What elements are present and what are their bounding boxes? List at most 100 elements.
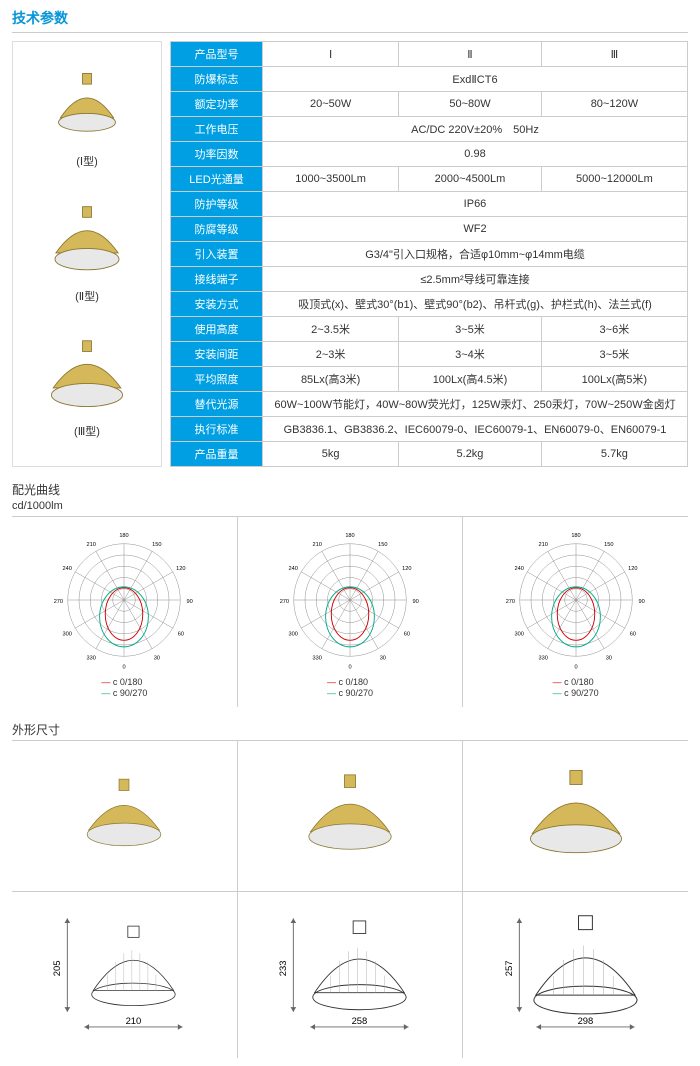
svg-text:60: 60 <box>629 632 635 638</box>
dim-width-label: 258 <box>352 1016 368 1027</box>
spec-row-label: 防腐等级 <box>171 217 263 242</box>
spec-cell: ExdⅡCT6 <box>263 67 688 92</box>
polar-chart: 1801501209060300330300270240210 <box>501 525 651 675</box>
dimension-drawing: 258233 <box>265 900 435 1050</box>
svg-text:180: 180 <box>571 533 580 539</box>
spec-row-label: 引入装置 <box>171 242 263 267</box>
dim-width-label: 298 <box>577 1016 593 1027</box>
polar-legend: — c 0/180— c 90/270 <box>327 677 373 699</box>
svg-text:60: 60 <box>404 632 410 638</box>
spec-cell: 80~120W <box>541 92 687 117</box>
shape-row <box>12 740 688 891</box>
svg-text:90: 90 <box>638 599 644 605</box>
spec-header-col: Ⅰ <box>263 42 399 67</box>
spec-header-col: Ⅱ <box>399 42 542 67</box>
svg-text:300: 300 <box>63 632 72 638</box>
polar-legend: — c 0/180— c 90/270 <box>553 677 599 699</box>
svg-text:120: 120 <box>176 566 185 572</box>
svg-text:300: 300 <box>288 632 297 638</box>
polar-chart: 1801501209060300330300270240210 <box>49 525 199 675</box>
top-region: (Ⅰ型) (Ⅱ型) (Ⅲ型) 产品型号ⅠⅡⅢ防爆标志ExdⅡ <box>12 41 688 467</box>
svg-text:330: 330 <box>313 656 322 662</box>
polar-subtitle: cd/1000lm <box>12 500 688 512</box>
spec-cell: 20~50W <box>263 92 399 117</box>
spec-cell: 3~6米 <box>541 317 687 342</box>
section-title: 技术参数 <box>12 8 688 33</box>
svg-text:330: 330 <box>538 656 547 662</box>
thumb-label: (Ⅰ型) <box>76 153 98 169</box>
spec-cell: G3/4"引入口规格，合适φ10mm~φ14mm电缆 <box>263 242 688 267</box>
dim-cell: 210 205 <box>12 892 238 1058</box>
thumb-item: (Ⅱ型) <box>42 204 132 304</box>
svg-text:0: 0 <box>348 664 351 670</box>
spec-cell: 3~5米 <box>399 317 542 342</box>
svg-text:30: 30 <box>154 656 160 662</box>
spec-cell: 50~80W <box>399 92 542 117</box>
dim-width-label: 210 <box>126 1016 142 1027</box>
spec-cell: WF2 <box>263 217 688 242</box>
spec-cell: 3~4米 <box>399 342 542 367</box>
spec-cell: 100Lx(高5米) <box>541 367 687 392</box>
spec-cell: 2000~4500Lm <box>399 167 542 192</box>
spec-row-label: 使用高度 <box>171 317 263 342</box>
spec-cell: AC/DC 220V±20% 50Hz <box>263 117 688 142</box>
polar-title: 配光曲线 <box>12 481 688 498</box>
polar-cell: 1801501209060300330300270240210— c 0/180… <box>463 517 688 707</box>
spec-row-label: 安装方式 <box>171 292 263 317</box>
spec-cell: 5.2kg <box>399 442 542 467</box>
lamp-render-icon <box>64 766 184 866</box>
spec-table: 产品型号ⅠⅡⅢ防爆标志ExdⅡCT6额定功率20~50W50~80W80~120… <box>170 41 688 467</box>
spec-header-label: 产品型号 <box>171 42 263 67</box>
polar-cell: 1801501209060300330300270240210— c 0/180… <box>238 517 464 707</box>
spec-cell: ≤2.5mm²导线可靠连接 <box>263 267 688 292</box>
dim-row: 210 205 258233 298 257 <box>12 891 688 1058</box>
spec-cell: 0.98 <box>263 142 688 167</box>
spec-cell: 2~3.5米 <box>263 317 399 342</box>
svg-text:210: 210 <box>87 542 96 548</box>
spec-row-label: 工作电压 <box>171 117 263 142</box>
spec-row-label: 安装间距 <box>171 342 263 367</box>
polar-grid: 1801501209060300330300270240210— c 0/180… <box>12 516 688 707</box>
svg-text:180: 180 <box>120 533 129 539</box>
dim-height-label: 257 <box>503 960 514 976</box>
spec-row-label: 功率因数 <box>171 142 263 167</box>
svg-text:210: 210 <box>313 542 322 548</box>
outline-title: 外形尺寸 <box>12 721 688 738</box>
spec-row-label: 产品重量 <box>171 442 263 467</box>
svg-text:30: 30 <box>380 656 386 662</box>
svg-text:330: 330 <box>87 656 96 662</box>
spec-cell: 5000~12000Lm <box>541 167 687 192</box>
svg-text:240: 240 <box>514 566 523 572</box>
dimension-drawing: 210 205 <box>39 900 209 1050</box>
dim-height-label: 205 <box>52 960 63 976</box>
lamp-render-icon <box>516 766 636 866</box>
spec-row-label: 平均照度 <box>171 367 263 392</box>
svg-text:150: 150 <box>378 542 387 548</box>
svg-text:90: 90 <box>413 599 419 605</box>
dimension-drawing: 298 257 <box>491 900 661 1050</box>
shape-cell <box>238 741 464 891</box>
svg-text:300: 300 <box>514 632 523 638</box>
polar-chart: 1801501209060300330300270240210 <box>275 525 425 675</box>
spec-cell: 2~3米 <box>263 342 399 367</box>
shape-cell <box>12 741 238 891</box>
spec-cell: 5.7kg <box>541 442 687 467</box>
polar-cell: 1801501209060300330300270240210— c 0/180… <box>12 517 238 707</box>
lamp-icon <box>42 339 132 419</box>
spec-row-label: 防爆标志 <box>171 67 263 92</box>
spec-cell: 1000~3500Lm <box>263 167 399 192</box>
svg-text:60: 60 <box>178 632 184 638</box>
spec-row-label: 执行标准 <box>171 417 263 442</box>
shape-cell <box>463 741 688 891</box>
svg-text:180: 180 <box>345 533 354 539</box>
spec-row-label: LED光通量 <box>171 167 263 192</box>
svg-text:150: 150 <box>604 542 613 548</box>
spec-cell: 5kg <box>263 442 399 467</box>
thumb-label: (Ⅲ型) <box>74 423 100 439</box>
svg-text:240: 240 <box>63 566 72 572</box>
spec-row-label: 防护等级 <box>171 192 263 217</box>
spec-row-label: 额定功率 <box>171 92 263 117</box>
svg-text:240: 240 <box>288 566 297 572</box>
lamp-render-icon <box>290 766 410 866</box>
dim-cell: 258233 <box>238 892 464 1058</box>
